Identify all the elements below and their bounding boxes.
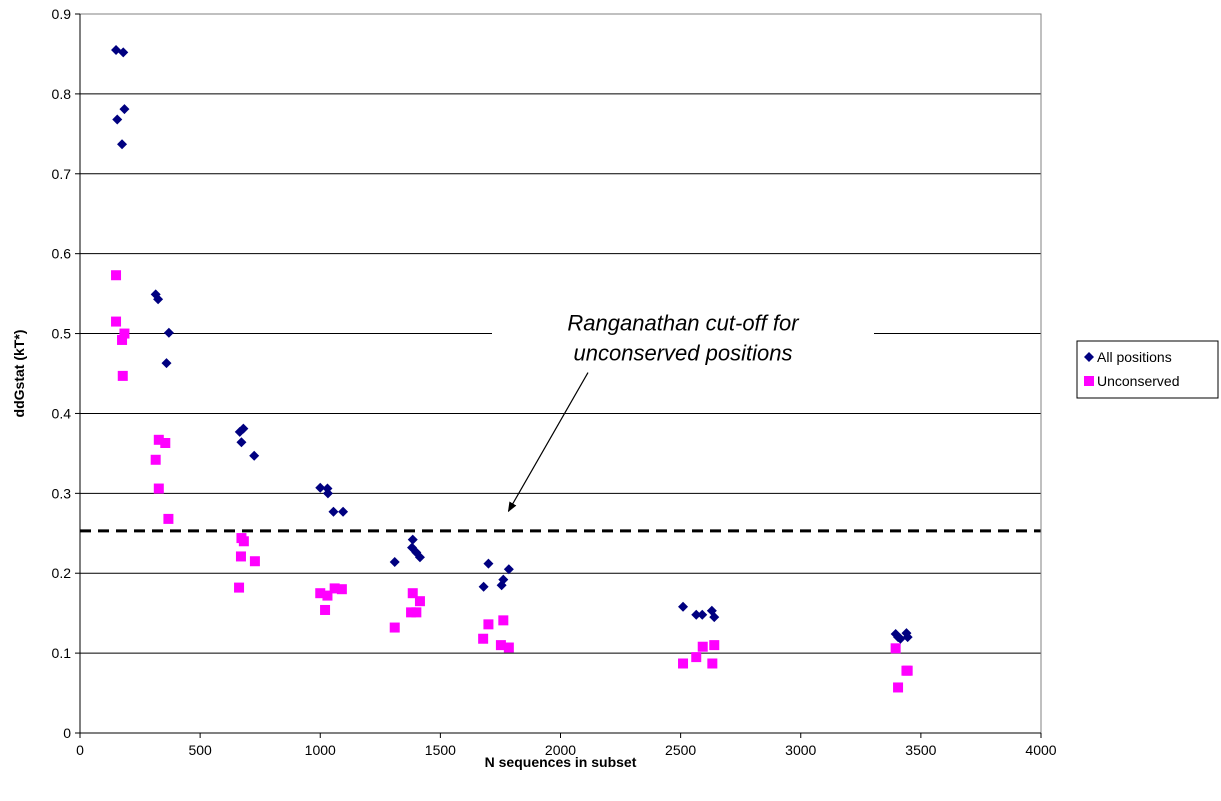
y-tick-label: 0.2 xyxy=(52,565,72,581)
legend-label: Unconserved xyxy=(1097,373,1180,389)
y-tick-label: 0.8 xyxy=(52,86,72,102)
data-point-unconserved xyxy=(697,641,708,652)
data-point-all-positions xyxy=(238,423,249,434)
annotation-line-1: Ranganathan cut-off for xyxy=(567,311,800,336)
data-point-all-positions xyxy=(163,327,174,338)
data-point-unconserved xyxy=(235,551,246,562)
data-point-all-positions xyxy=(498,574,509,585)
data-point-unconserved xyxy=(111,270,122,281)
data-point-all-positions xyxy=(249,450,260,461)
x-tick-label: 0 xyxy=(76,742,84,758)
data-point-all-positions xyxy=(483,558,494,569)
data-point-unconserved xyxy=(315,588,326,599)
data-point-unconserved xyxy=(707,658,718,669)
y-tick-label: 0.9 xyxy=(52,6,72,22)
data-point-all-positions xyxy=(161,358,172,369)
data-point-all-positions xyxy=(709,612,720,623)
x-tick-label: 4000 xyxy=(1025,742,1056,758)
x-tick-label: 3500 xyxy=(905,742,936,758)
data-point-unconserved xyxy=(117,334,128,345)
data-point-unconserved xyxy=(119,328,130,339)
legend-label: All positions xyxy=(1097,349,1172,365)
x-tick-label: 2500 xyxy=(665,742,696,758)
data-point-unconserved xyxy=(890,643,901,654)
data-point-unconserved xyxy=(336,584,347,595)
data-point-unconserved xyxy=(320,604,331,615)
data-point-unconserved xyxy=(709,640,720,651)
data-point-unconserved xyxy=(111,316,122,327)
data-point-all-positions xyxy=(407,534,418,545)
data-point-all-positions xyxy=(118,47,129,58)
data-point-unconserved xyxy=(117,370,128,381)
annotation-line-2: unconserved positions xyxy=(574,341,793,366)
x-tick-label: 3000 xyxy=(785,742,816,758)
y-tick-label: 0.3 xyxy=(52,485,72,501)
data-point-unconserved xyxy=(407,588,418,599)
data-point-all-positions xyxy=(478,581,489,592)
data-point-unconserved xyxy=(160,438,171,449)
data-point-unconserved xyxy=(406,607,417,618)
data-point-all-positions xyxy=(315,482,326,493)
x-axis-title: N sequences in subset xyxy=(485,754,637,770)
data-point-unconserved xyxy=(322,590,333,601)
legend-marker xyxy=(1084,352,1094,362)
data-point-unconserved xyxy=(495,640,506,651)
data-point-all-positions xyxy=(503,564,514,575)
y-tick-label: 0.4 xyxy=(52,405,72,421)
data-point-all-positions xyxy=(117,139,128,150)
data-point-all-positions xyxy=(902,632,913,643)
data-point-unconserved xyxy=(238,536,249,547)
data-point-all-positions xyxy=(322,488,333,499)
data-point-all-positions xyxy=(697,609,708,620)
data-point-unconserved xyxy=(411,607,422,618)
data-point-all-positions xyxy=(236,437,247,448)
y-tick-label: 0.7 xyxy=(52,166,72,182)
x-tick-label: 500 xyxy=(188,742,212,758)
data-point-all-positions xyxy=(328,506,339,517)
data-point-unconserved xyxy=(249,556,260,567)
plot-area xyxy=(79,13,1042,734)
data-point-all-positions xyxy=(895,633,906,644)
data-point-all-positions xyxy=(691,609,702,620)
data-point-unconserved xyxy=(329,583,340,594)
data-point-unconserved xyxy=(503,642,514,653)
annotation-arrow xyxy=(507,372,589,513)
data-point-all-positions xyxy=(153,294,164,305)
data-point-unconserved xyxy=(153,483,164,494)
data-point-all-positions xyxy=(112,114,123,125)
y-tick-label: 0 xyxy=(63,725,71,741)
data-point-unconserved xyxy=(153,434,164,445)
data-point-unconserved xyxy=(478,633,489,644)
y-tick-label: 0.5 xyxy=(52,326,72,342)
data-point-unconserved xyxy=(691,652,702,663)
y-axis-title: ddGstat (kT*) xyxy=(11,330,27,418)
x-tick-label: 1500 xyxy=(425,742,456,758)
data-point-unconserved xyxy=(414,596,425,607)
data-point-unconserved xyxy=(150,454,161,465)
data-point-all-positions xyxy=(389,557,400,568)
y-tick-label: 0.1 xyxy=(52,645,72,661)
data-point-all-positions xyxy=(338,506,349,517)
data-point-unconserved xyxy=(902,665,913,676)
x-tick-label: 2000 xyxy=(545,742,576,758)
data-point-unconserved xyxy=(893,682,904,693)
x-tick-label: 1000 xyxy=(305,742,336,758)
data-point-all-positions xyxy=(678,601,689,612)
data-point-unconserved xyxy=(389,622,400,633)
data-point-all-positions xyxy=(119,104,130,115)
data-point-unconserved xyxy=(498,615,509,626)
data-point-unconserved xyxy=(483,619,494,630)
y-tick-label: 0.6 xyxy=(52,246,72,262)
legend-marker xyxy=(1084,376,1094,386)
annotation-background xyxy=(492,293,874,372)
data-point-unconserved xyxy=(234,582,245,593)
legend-box xyxy=(1076,340,1219,399)
data-point-all-positions xyxy=(414,552,425,563)
data-point-unconserved xyxy=(163,513,174,524)
data-point-unconserved xyxy=(678,658,689,669)
